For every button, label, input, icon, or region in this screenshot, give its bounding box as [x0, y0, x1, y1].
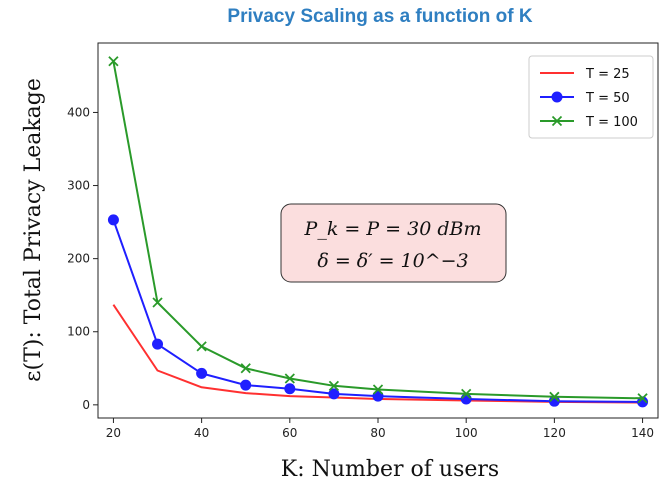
x-tick-label-60: 60 [282, 426, 297, 440]
annotation-box: P_k = P = 30 dBm δ = δ′ = 10^−3 [280, 203, 507, 283]
chart-title: Privacy Scaling as a function of K [227, 6, 532, 27]
series-3-point-120 [549, 391, 560, 402]
x-tick-label-140: 140 [631, 426, 654, 440]
legend-marker-2 [551, 91, 563, 103]
legend-item-1: T = 25 [540, 67, 630, 82]
x-tick-label-120: 120 [543, 426, 566, 440]
x-axis-label: K: Number of users [281, 457, 499, 482]
series-2-point-30 [152, 338, 164, 350]
series-3-point-70 [328, 380, 340, 391]
x-tick-label-20: 20 [106, 426, 121, 440]
y-tick-label-100: 100 [67, 325, 90, 339]
series-2-line [112, 219, 643, 403]
series-3-point-80 [372, 384, 384, 395]
x-tick-label-100: 100 [455, 426, 478, 440]
series-3-point-20 [108, 56, 119, 67]
series-2-point-40 [196, 367, 208, 379]
series-3-point-140 [637, 393, 648, 404]
y-axis-ticks: 0 100 200 300 400 [67, 105, 98, 412]
annotation-line-1: P_k = P = 30 dBm [304, 218, 482, 240]
series-layer [107, 56, 649, 408]
series-1-line [112, 304, 643, 404]
legend-label-2: T = 50 [585, 91, 630, 106]
series-3-point-60 [284, 373, 295, 384]
y-tick-label-200: 200 [67, 252, 90, 266]
y-tick-label-400: 400 [67, 105, 90, 119]
series-3-point-50 [240, 363, 251, 374]
series-3-point-30 [152, 297, 163, 308]
y-tick-label-300: 300 [67, 179, 90, 193]
legend-label-3: T = 100 [585, 115, 638, 130]
annotation-line-2: δ = δ′ = 10^−3 [317, 250, 468, 272]
x-axis-ticks: 20 40 60 80 100 120 140 [106, 418, 654, 440]
y-axis-label: ε(T): Total Privacy Leakage [21, 78, 46, 382]
series-2-point-50 [240, 379, 252, 391]
legend-label-1: T = 25 [585, 67, 630, 82]
series-3-point-40 [196, 341, 207, 352]
series-3-line [112, 61, 643, 400]
x-tick-label-40: 40 [194, 426, 209, 440]
legend-item-3: T = 100 [540, 115, 638, 130]
series-2-point-60 [284, 383, 296, 395]
series-1 [112, 304, 643, 404]
legend-marker-3 [551, 115, 563, 127]
annotation-background [280, 203, 507, 283]
series-2-point-20 [107, 214, 119, 226]
x-tick-label-80: 80 [370, 426, 385, 440]
series-3 [108, 56, 648, 404]
series-2-point-70 [328, 388, 340, 400]
legend: T = 25 T = 50 T = 100 [528, 55, 654, 139]
y-tick-label-0: 0 [82, 398, 90, 412]
series-3-point-100 [461, 388, 472, 400]
legend-item-2: T = 50 [540, 91, 630, 106]
